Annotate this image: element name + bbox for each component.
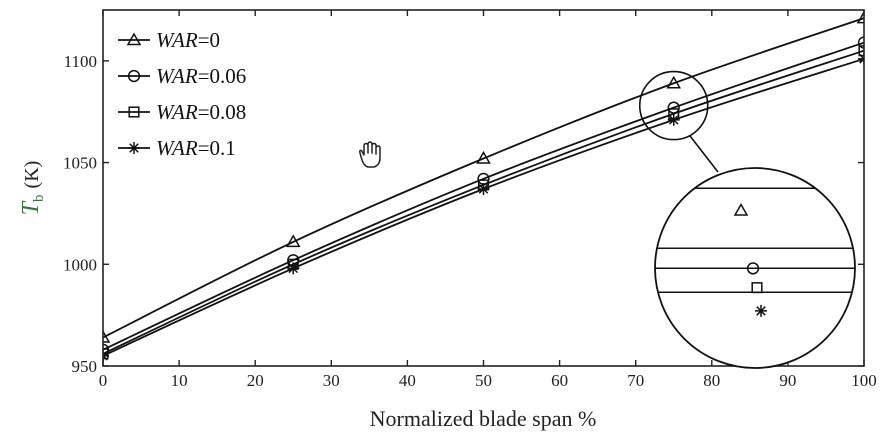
x-tick-label: 80 [703, 371, 720, 390]
data-point-3-3 [667, 113, 680, 126]
y-tick-label: 1050 [63, 154, 97, 173]
legend-item-0: WAR=0 [118, 28, 220, 52]
data-point-3-1 [287, 262, 300, 275]
data-point-0-3 [666, 75, 682, 89]
x-tick-label: 30 [323, 371, 340, 390]
x-axis-title: Normalized blade span % [370, 406, 597, 431]
zoom-marker-3 [755, 304, 767, 317]
x-tick-label: 20 [247, 371, 264, 390]
y-tick-label: 950 [72, 357, 98, 376]
svg-text:Tb(K): Tb (K) [18, 161, 47, 216]
series-line-0 [103, 17, 864, 339]
legend-item-2: WAR=0.08 [118, 100, 246, 124]
legend-label: WAR=0.08 [156, 100, 246, 124]
x-tick-label: 10 [171, 371, 188, 390]
data-point-0-0 [103, 330, 111, 343]
y-axis-unit: (K) [21, 161, 43, 189]
legend-label: WAR=0.06 [156, 64, 246, 88]
x-tick-label: 0 [99, 371, 108, 390]
zoom-inset [638, 70, 856, 369]
y-axis-title: Tb (K) [18, 161, 47, 216]
series-layer [103, 10, 864, 362]
legend: WAR=0 WAR=0.06 WAR=0.08 WAR=0.1 [118, 28, 246, 160]
hand-cursor-icon [358, 141, 381, 168]
y-axis-subscript: b [31, 194, 47, 202]
legend-marker-1 [127, 69, 141, 83]
legend-item-1: WAR=0.06 [118, 64, 246, 88]
y-axis: 950 1000 1050 1100 [63, 52, 864, 376]
x-tick-label: 50 [475, 371, 492, 390]
y-axis-symbol: T [18, 200, 44, 215]
legend-marker-3 [128, 142, 140, 154]
x-tick-label: 60 [551, 371, 568, 390]
legend-marker-0 [126, 32, 142, 46]
data-point-0-2 [476, 150, 491, 164]
data-point-3-4 [858, 52, 864, 65]
zoom-connector [689, 135, 719, 173]
data-point-3-0 [103, 349, 109, 362]
data-point-0-4 [856, 10, 864, 24]
legend-item-3: WAR=0.1 [118, 136, 236, 160]
zoom-circle-small [638, 70, 709, 141]
x-axis: 0 10 20 30 40 50 60 70 80 90 100 [99, 10, 877, 390]
x-tick-label: 100 [851, 371, 877, 390]
legend-marker-2 [128, 106, 140, 118]
y-tick-label: 1100 [64, 52, 97, 71]
legend-label: WAR=0.1 [156, 136, 236, 160]
x-tick-label: 90 [779, 371, 796, 390]
series-line-1 [103, 41, 864, 351]
x-tick-label: 70 [627, 371, 644, 390]
legend-label: WAR=0 [156, 28, 220, 52]
data-point-2-4 [858, 45, 864, 57]
data-point-3-2 [477, 183, 490, 196]
x-tick-label: 40 [399, 371, 416, 390]
y-tick-label: 1000 [63, 255, 97, 274]
zoom-marker-0 [733, 203, 749, 216]
data-point-0-1 [285, 234, 301, 248]
